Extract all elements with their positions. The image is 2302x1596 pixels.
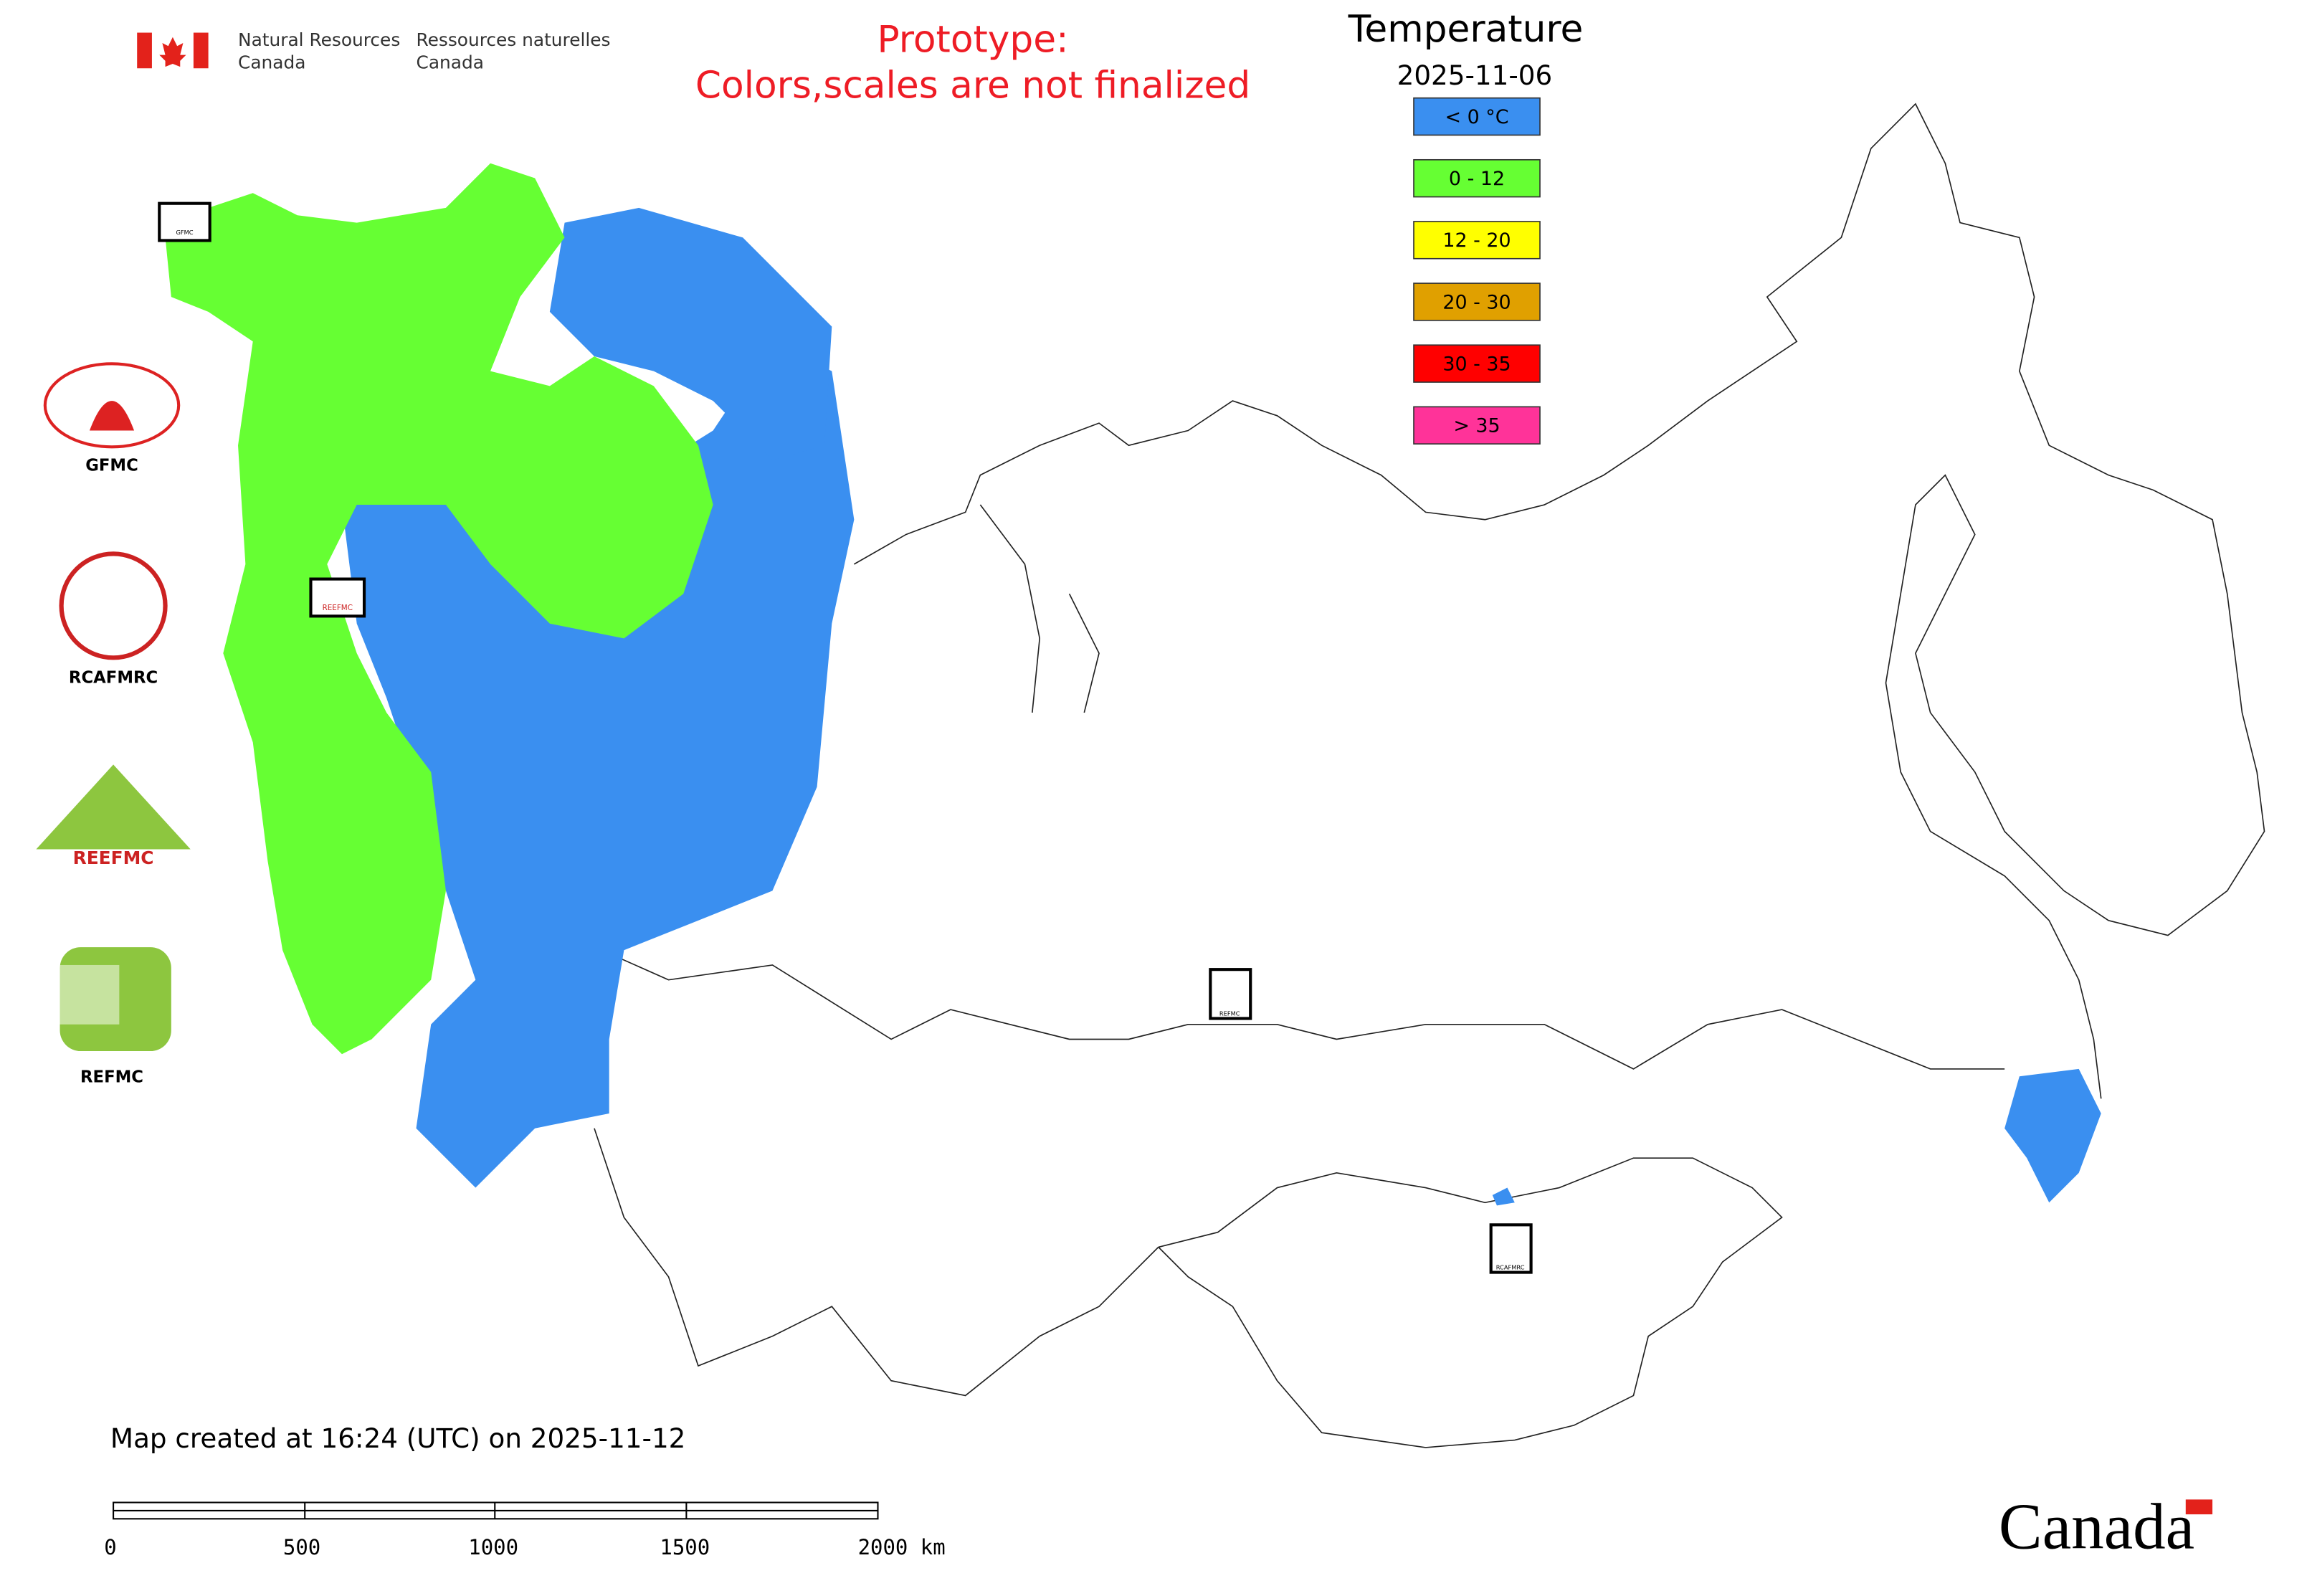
map-logo-label: REEFMC <box>323 604 353 612</box>
legend-label: < 0 °C <box>1445 106 1509 128</box>
wordmark-flag <box>2185 1499 2213 1515</box>
map-logo-label: REFMC <box>1219 1010 1240 1017</box>
logo-label: GFMC <box>85 456 138 475</box>
scale-label: 500 <box>283 1535 320 1559</box>
legend-label: 20 - 30 <box>1442 291 1511 313</box>
map-logo-label: RCAFMRC <box>1496 1263 1525 1270</box>
map-logo-label: GFMC <box>176 229 193 236</box>
scale-label: 2000 km <box>858 1535 946 1559</box>
legend-swatch <box>1413 97 1541 136</box>
legend-swatch <box>1413 221 1541 260</box>
scale-bar: 0 500 1000 1500 2000 km <box>104 1501 946 1559</box>
created-note: Map created at 16:24 (UTC) on 2025-11-12 <box>110 1422 685 1454</box>
logo-label: REEFMC <box>73 847 154 868</box>
legend-swatch <box>1413 344 1541 383</box>
legend-label: 0 - 12 <box>1449 168 1505 190</box>
notice: Colors,scales are not finalized <box>695 65 1250 108</box>
scale-label: 1000 <box>468 1535 518 1559</box>
partner-logos: GFMC RCAFMRC REEFMC REFMC GFMC REEFMC RE… <box>36 201 1533 1274</box>
scale-label: 0 <box>104 1535 116 1559</box>
dept-en: Canada <box>238 52 305 72</box>
temperature-fill <box>163 163 2101 1206</box>
dept-fr: Canada <box>417 52 484 72</box>
canada-wordmark: Canada <box>1999 1491 2194 1563</box>
legend-label: > 35 <box>1453 415 1500 437</box>
legend-swatch <box>1413 158 1541 198</box>
legend-date: 2025-11-06 <box>1397 60 1553 91</box>
nrcan-signature: Natural Resources Canada Ressources natu… <box>137 29 611 72</box>
land-outlines <box>594 103 2265 1448</box>
legend: < 0 °C 0 - 12 12 - 20 20 - 30 30 - 35 > 35 <box>1413 97 1541 445</box>
notice: Prototype: <box>877 18 1068 61</box>
dept-en: Natural Resources <box>238 29 400 50</box>
legend-label: 12 - 20 <box>1442 229 1511 252</box>
legend-swatch <box>1413 406 1541 445</box>
dept-fr: Ressources naturelles <box>417 29 611 50</box>
logo-label: REFMC <box>80 1068 143 1087</box>
legend-title: Temperature <box>1348 8 1584 51</box>
logo-label: RCAFMRC <box>69 669 158 688</box>
scale-label: 1500 <box>660 1535 710 1559</box>
legend-swatch <box>1413 282 1541 321</box>
legend-label: 30 - 35 <box>1442 353 1511 375</box>
